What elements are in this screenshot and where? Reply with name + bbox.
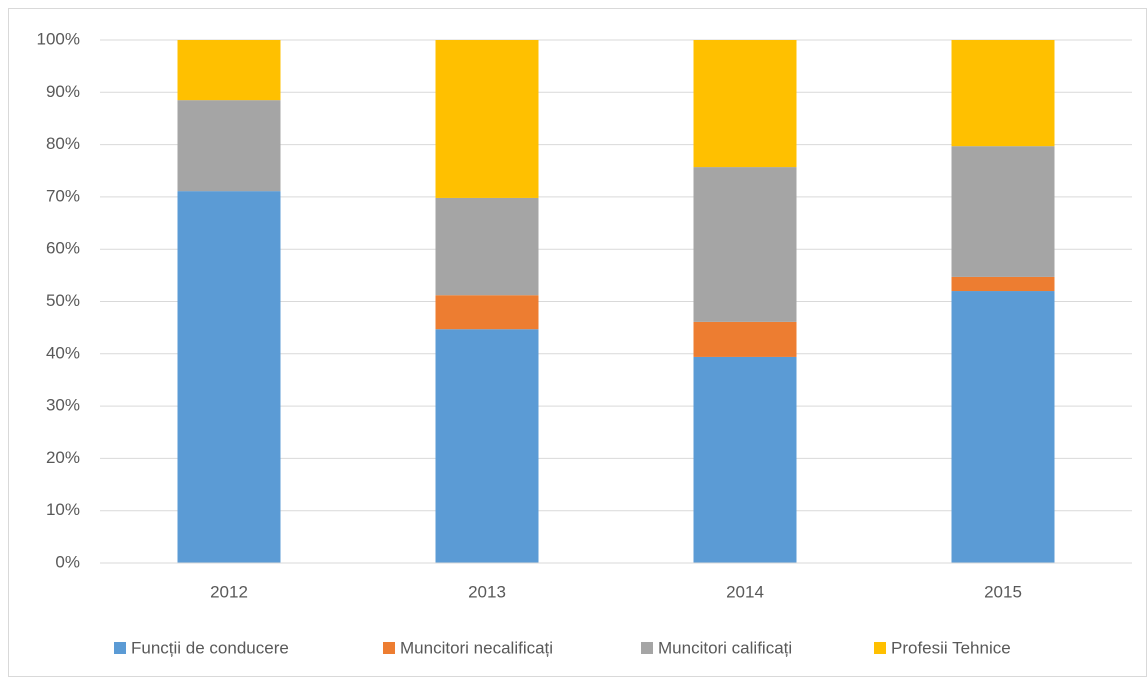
bar-segment (177, 40, 281, 101)
legend-label: Funcții de conducere (131, 638, 289, 657)
legend-swatch (383, 642, 395, 654)
bar-segment (951, 40, 1055, 147)
legend-label: Muncitori necalificați (400, 638, 553, 657)
chart-frame (8, 8, 1147, 677)
bar-segment (177, 191, 281, 563)
bar-segment (693, 167, 797, 322)
bar-segment (435, 295, 539, 330)
legend-swatch (874, 642, 886, 654)
bar-segment (693, 40, 797, 168)
bar-segment (951, 276, 1055, 292)
y-tick-label: 80% (46, 134, 80, 153)
x-tick-label: 2012 (210, 582, 248, 601)
bar-segment (951, 146, 1055, 277)
bar-segment (693, 321, 797, 357)
legend-swatch (641, 642, 653, 654)
x-tick-label: 2014 (726, 582, 764, 601)
y-tick-label: 10% (46, 500, 80, 519)
bar-segment (177, 100, 281, 192)
y-tick-label: 0% (55, 552, 80, 571)
y-tick-label: 40% (46, 343, 80, 362)
y-tick-label: 20% (46, 448, 80, 467)
legend-label: Profesii Tehnice (891, 638, 1011, 657)
y-tick-label: 70% (46, 186, 80, 205)
bar-segment (435, 197, 539, 296)
bar-segment (951, 291, 1055, 563)
legend-label: Muncitori calificați (658, 638, 792, 657)
y-tick-label: 100% (37, 29, 80, 48)
legend-swatch (114, 642, 126, 654)
y-tick-label: 90% (46, 82, 80, 101)
y-tick-label: 50% (46, 291, 80, 310)
x-tick-label: 2013 (468, 582, 506, 601)
bar-segment (435, 329, 539, 563)
x-tick-label: 2015 (984, 582, 1022, 601)
y-tick-label: 60% (46, 239, 80, 258)
bar-segment (435, 40, 539, 198)
bar-segment (693, 356, 797, 563)
y-tick-label: 30% (46, 396, 80, 415)
